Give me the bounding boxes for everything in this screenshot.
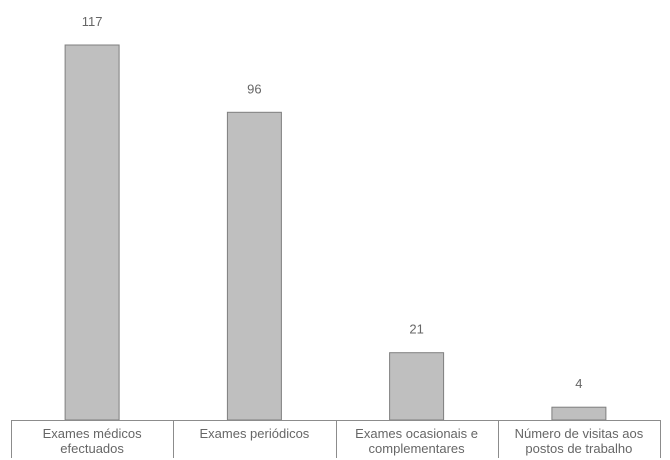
x-tick-label-2: Exames periódicos [199,426,309,441]
x-tick-label-4: Número de visitas aos postos de trabalho [515,426,644,456]
bar-4 [551,406,607,421]
x-tick-label-1: Exames médicos efectuados [43,426,142,456]
data-label-4: 4 [575,376,582,391]
bar-1 [64,44,120,421]
bar-3 [389,352,445,421]
x-tick-label-3: Exames ocasionais e complementares [355,426,478,456]
data-label-3: 21 [409,322,423,337]
x-axis [11,420,661,458]
data-label-2: 96 [247,81,261,96]
x-tick-labels-group: Exames médicos efectuados Exames periódico… [43,426,644,456]
value-labels-group: 117 96 21 4 [82,14,583,391]
bar-2 [226,111,282,421]
data-label-1: 117 [82,14,103,29]
bars-group [64,44,607,421]
